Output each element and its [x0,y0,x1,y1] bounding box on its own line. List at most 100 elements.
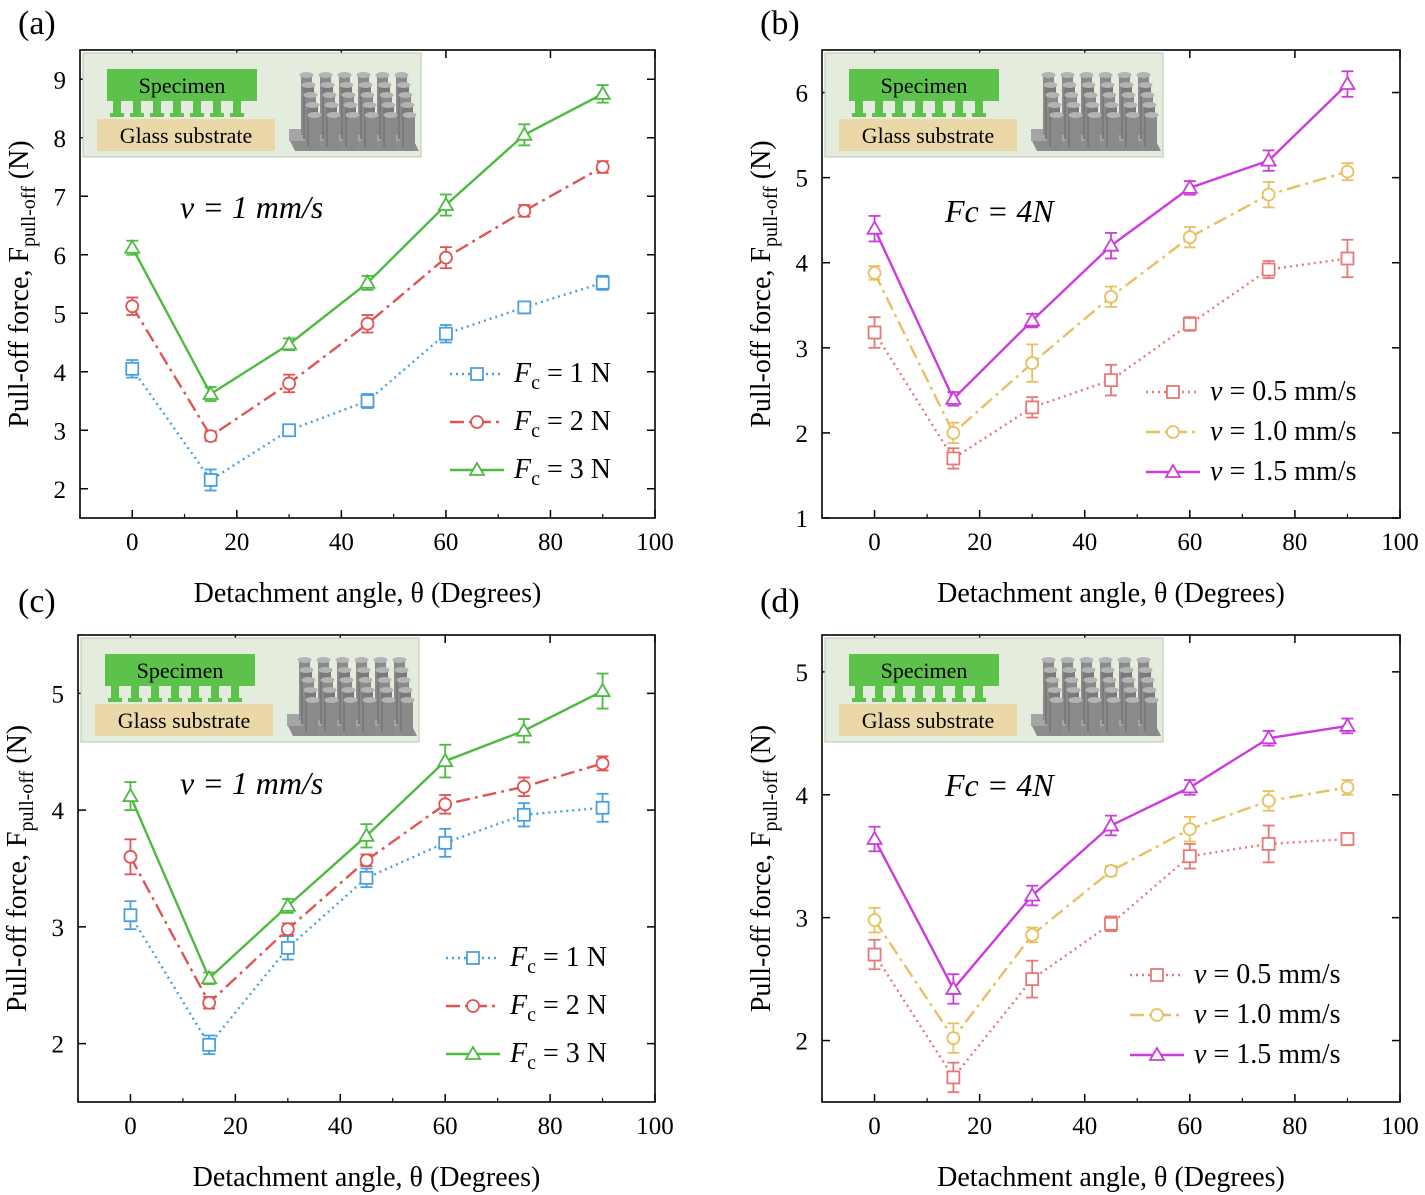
data-point [439,250,453,265]
data-point [280,922,295,937]
legend-label-sub: c [527,1052,536,1074]
legend-label: Fc = 2 N [513,406,611,442]
legend-label-value: = 2 N [540,406,611,437]
data-point [438,835,453,850]
y-tick-label: 8 [54,126,67,153]
data-point [1340,164,1355,179]
specimen-label: Specimen [881,658,968,683]
x-tick-label: 20 [223,1113,248,1140]
array-pillar-cap [303,92,318,98]
specimen-pillar [915,686,923,700]
data-point [1260,729,1278,745]
array-pillar-cap [381,102,396,108]
array-pillar-cap [362,102,377,108]
legend-label-sub: c [527,1004,536,1026]
specimen-pillar-tip [168,698,182,702]
array-pillar [1108,700,1119,736]
array-pillar [1127,115,1138,151]
panel-label: (a) [18,5,56,42]
y-axis-label-main: Pull-off force, F [746,831,777,1012]
data-point [1261,262,1276,277]
array-pillar-cap [1117,657,1132,663]
y-axis-label-main: Pull-off force, F [4,247,35,428]
specimen-pillar-tip [932,113,946,117]
specimen-pillar [875,686,883,700]
legend-entry: Fc = 1 N [446,942,607,978]
legend-label-var: v [1194,959,1207,990]
x-tick-label: 20 [967,1113,992,1140]
array-pillar-cap [1140,677,1155,683]
specimen-pillar [151,686,159,700]
legend-label-var: F [513,454,532,485]
y-axis-label-unit: (N) [4,140,35,186]
y-tick-label: 3 [796,336,809,363]
data-point [357,827,376,842]
data-point [516,779,531,794]
array-pillar-cap [1060,72,1075,78]
data-point [1181,179,1199,194]
array-pillar-cap [1144,697,1159,703]
array-pillar-cap [1104,102,1119,108]
data-point [867,325,882,340]
data-point [593,682,612,697]
substrate-label: Glass substrate [120,123,253,148]
array-pillar-cap [1064,677,1079,683]
array-pillar [1070,115,1081,151]
series-0 [125,274,610,492]
array-pillar-cap [1041,657,1056,663]
data-point [125,299,140,314]
array-pillar-cap [1119,82,1134,88]
data-point [1182,317,1197,331]
array-pillar-cap [301,677,316,683]
specimen-pillar [955,101,963,115]
data-point [946,1070,961,1085]
y-tick-label: 4 [52,798,65,825]
legend-label-value: = 3 N [536,1038,607,1069]
specimen-pillar-tip [852,113,866,117]
array-pillar-cap [305,697,320,703]
array-pillar-cap [396,677,411,683]
array-pillar-cap [402,112,417,118]
data-point [279,897,297,912]
legend-label: v = 0.5 mm/s [1210,376,1356,407]
array-pillar [383,700,394,736]
data-point [1340,780,1355,795]
legend-marker [1150,968,1164,982]
data-point [1340,251,1355,266]
x-tick-label: 60 [433,1113,458,1140]
legend-marker [1148,1046,1166,1061]
x-tick-label: 0 [868,529,881,556]
array-pillar [347,115,358,151]
specimen-pillar [895,686,903,700]
legend-label-sub: c [527,956,536,978]
y-tick-label: 9 [54,67,67,94]
specimen-pillar [895,101,903,115]
y-axis-label: Pull-off force, Fpull-off (N) [746,725,782,1012]
specimen-pillar [213,101,221,115]
array-pillar-cap [343,697,358,703]
specimen-pillar [975,686,983,700]
legend-label-var: v [1210,376,1223,407]
y-axis-label-sub: pull-off [18,186,40,247]
data-point [1023,311,1041,327]
data-point [359,853,374,868]
array-pillar-cap [379,687,394,693]
data-point [1182,849,1197,864]
data-point [360,394,375,408]
array-pillar-cap [299,667,314,673]
legend-marker [470,415,484,429]
array-pillar-cap [356,667,371,673]
array-pillar [345,700,356,736]
data-point [517,203,532,218]
specimen-pillar [173,101,181,115]
panel-b: (b) 0 20 40 60 80 100 1 2 3 4 5 6 Detachment angle, θ… [746,5,1419,609]
array-pillar [1146,115,1157,151]
y-axis-label: Pull-off force, Fpull-off (N) [4,140,40,427]
substrate-label: Glass substrate [118,708,251,733]
data-point [1104,916,1118,931]
array-pillar [402,700,413,736]
legend-label: Fc = 2 N [509,990,607,1026]
array-pillar-cap [360,687,375,693]
array-pillar-cap [1079,72,1094,78]
y-tick-label: 5 [796,660,809,687]
